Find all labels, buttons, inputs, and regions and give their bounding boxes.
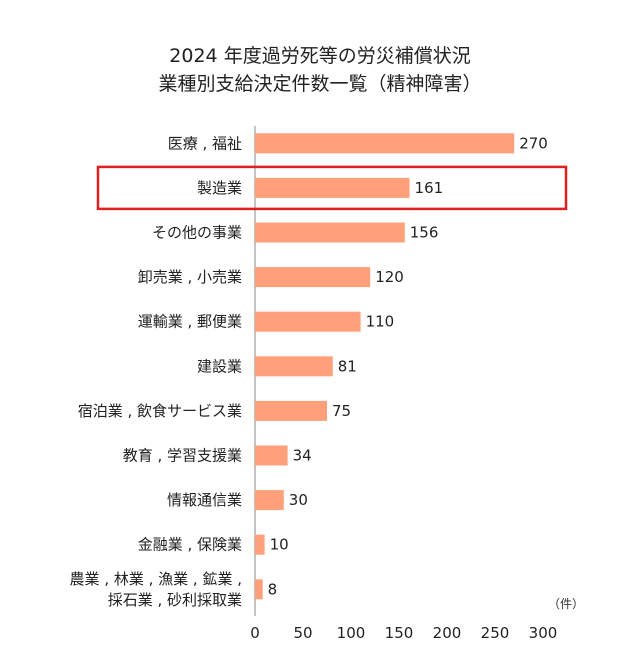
data-label: 10 xyxy=(270,536,289,554)
data-label: 34 xyxy=(293,447,312,465)
x-tick-label: 50 xyxy=(293,624,312,642)
plot-area: 医療 , 福祉 270 製造業 161 その他の事業 156 卸売業 , 小売業 120 運輸業… xyxy=(70,126,568,642)
x-tick-label: 0 xyxy=(250,624,260,642)
category-label: 宿泊業 , 飲食サービス業 xyxy=(78,402,242,420)
data-label: 156 xyxy=(410,224,439,242)
chart-title-line-2: 業種別支給決定件数一覧（精神障害） xyxy=(158,73,481,95)
highlight-box xyxy=(96,165,568,211)
bar xyxy=(255,267,371,288)
bar xyxy=(255,490,284,511)
x-tick-label: 300 xyxy=(529,624,558,642)
bar xyxy=(255,445,288,466)
category-label: 製造業 xyxy=(197,179,242,197)
category-label: 医療 , 福祉 xyxy=(168,134,242,152)
chart-title-line-1: 2024 年度過労死等の労災補償状況 xyxy=(169,45,470,67)
category-label: 建設業 xyxy=(197,357,242,375)
bar xyxy=(255,400,327,421)
x-tick-label: 250 xyxy=(481,624,510,642)
category-label: 運輸業 , 郵便業 xyxy=(138,313,242,331)
x-axis-unit-label: （件） xyxy=(548,597,584,611)
data-label: 8 xyxy=(268,580,278,598)
data-label: 161 xyxy=(415,179,444,197)
data-label: 30 xyxy=(289,491,308,509)
bar xyxy=(255,356,333,377)
category-label: 卸売業 , 小売業 xyxy=(138,268,242,286)
category-label: その他の事業 xyxy=(152,224,242,242)
category-label: 情報通信業 xyxy=(167,491,242,509)
category-label: 金融業 , 保険業 xyxy=(138,536,242,554)
category-label: 教育 , 学習支援業 xyxy=(123,447,242,465)
bar xyxy=(255,534,265,555)
x-tick-label: 100 xyxy=(337,624,366,642)
bar xyxy=(255,133,515,154)
bar xyxy=(255,579,263,600)
bar xyxy=(255,311,361,332)
data-label: 81 xyxy=(338,357,357,375)
data-label: 120 xyxy=(375,268,404,286)
data-label: 110 xyxy=(366,313,395,331)
category-label: 採石業 , 砂利採取業 xyxy=(108,591,242,609)
data-label: 270 xyxy=(519,134,548,152)
x-tick-label: 200 xyxy=(433,624,462,642)
bar xyxy=(255,177,410,198)
bar xyxy=(255,222,405,243)
category-label: 農業 , 林業 , 漁業 , 鉱業 , xyxy=(70,570,242,588)
x-tick-label: 150 xyxy=(385,624,414,642)
data-label: 75 xyxy=(332,402,351,420)
